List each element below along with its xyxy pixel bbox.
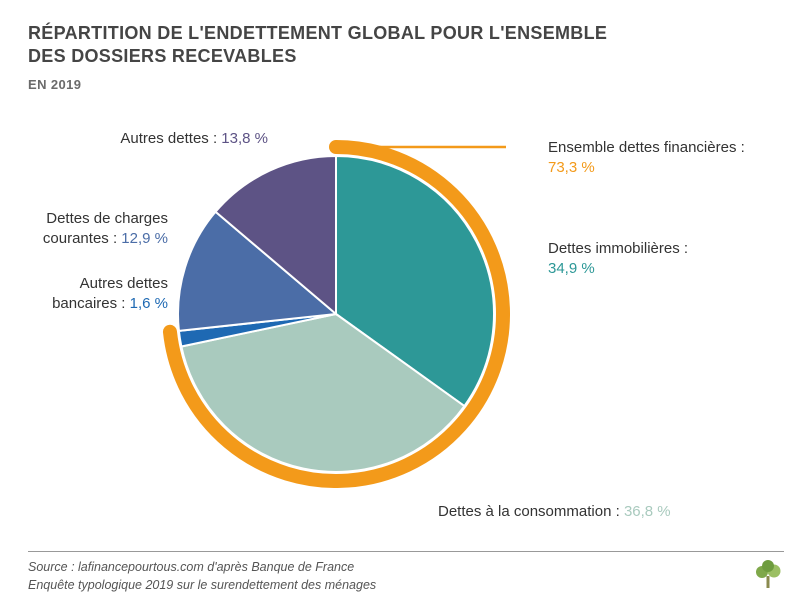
label-consommation: Dettes à la consommation : 36,8 % [438,502,788,522]
chart-area: Ensemble dettes financières : 73,3 % Det… [28,94,784,524]
label-banc-name2: bancaires : [52,295,125,312]
label-arc: Ensemble dettes financières : 73,3 % [548,138,798,179]
label-bancaires: Autres dettes bancaires : 1,6 % [8,274,168,315]
label-charges-val: 12,9 % [121,230,168,247]
label-charges-name2: courantes : [43,230,117,247]
page-title: RÉPARTITION DE L'ENDETTEMENT GLOBAL POUR… [28,22,784,67]
source-text: Source : lafinancepourtous.com d'après B… [28,558,376,594]
label-immo-name: Dettes immobilières : [548,240,688,257]
subtitle-year: EN 2019 [28,77,784,92]
label-autres-name: Autres dettes : [120,130,217,147]
tree-logo-icon [752,558,784,590]
label-conso-val: 36,8 % [624,503,671,520]
footer: Source : lafinancepourtous.com d'après B… [28,551,784,594]
label-charges: Dettes de charges courantes : 12,9 % [8,209,168,250]
label-conso-name: Dettes à la consommation : [438,503,620,520]
label-charges-name: Dettes de charges [46,210,168,227]
label-immo-val: 34,9 % [548,260,595,277]
title-line1: RÉPARTITION DE L'ENDETTEMENT GLOBAL POUR… [28,23,607,43]
title-line2: DES DOSSIERS RECEVABLES [28,46,297,66]
label-immobilieres: Dettes immobilières : 34,9 % [548,239,798,280]
label-banc-name: Autres dettes [80,275,168,292]
source-line1: Source : lafinancepourtous.com d'après B… [28,560,354,574]
source-line2: Enquête typologique 2019 sur le surendet… [28,578,376,592]
label-banc-val: 1,6 % [130,295,168,312]
label-autres-val: 13,8 % [221,130,268,147]
pie-chart [178,156,494,472]
label-arc-val: 73,3 % [548,159,595,176]
label-arc-name: Ensemble dettes financières : [548,139,745,156]
label-autres: Autres dettes : 13,8 % [18,129,268,149]
